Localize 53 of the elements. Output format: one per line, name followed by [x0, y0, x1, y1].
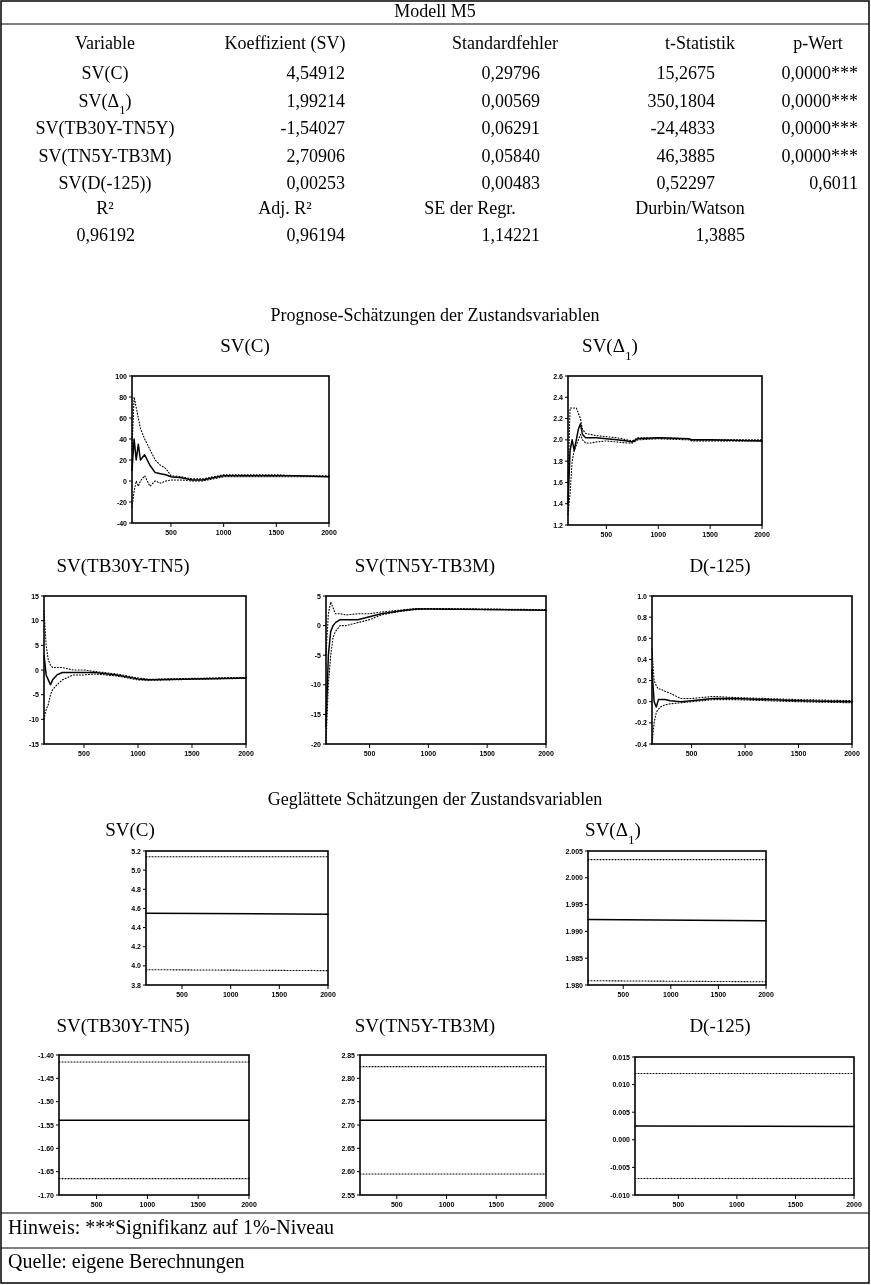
text: 1,3885: [695, 225, 745, 245]
text: Hinweis: ***Signifikanz auf 1%-Niveau: [8, 1216, 335, 1239]
chart-title: SV(TN5Y-TB3M): [354, 555, 496, 577]
category-label: R²: [96, 198, 114, 218]
text: SV(TN5Y-TB3M): [38, 145, 172, 167]
text: 0,96192: [76, 225, 135, 245]
text: 1,99214: [286, 90, 345, 111]
chart-title: D(-125): [689, 555, 751, 577]
text: SV(D(-125)): [58, 173, 152, 194]
text: 350,1804: [647, 90, 715, 111]
text: 0,00569: [481, 90, 540, 111]
text: 0,6011: [809, 173, 858, 193]
text: 4,54912: [286, 63, 345, 83]
category-label: Durbin/Watson: [635, 198, 745, 218]
chart-title: SV(Δ$_{1}$): [582, 335, 638, 363]
text: 0,29796: [481, 63, 540, 83]
text: SV(TB30Y-TN5Y): [35, 118, 175, 139]
text: -24,4833: [650, 118, 715, 138]
text: -1,54027: [280, 118, 345, 138]
text: 0,05840: [481, 145, 540, 166]
text: 0,0000***: [781, 63, 858, 83]
text: 15,2675: [656, 63, 715, 83]
text: 0,0000***: [781, 90, 858, 111]
text: Prognose-Schätzungen der Zustandsvariablen: [270, 305, 600, 325]
category-label: Standardfehler: [452, 33, 558, 53]
text: SV(Δ$_{1}$): [78, 90, 132, 117]
text: 0,00483: [481, 173, 540, 193]
category-label: Adj. R²: [258, 198, 312, 218]
text: 0,52297: [656, 173, 715, 193]
category-label: Variable: [75, 33, 135, 53]
text: 0,96194: [286, 225, 345, 245]
chart-title: SV(C): [220, 335, 270, 357]
text: 0,0000***: [781, 118, 858, 138]
source-note: Quelle: eigene Berechnungen: [8, 1250, 245, 1273]
chart-title: SV(TB30Y-TN5): [56, 555, 190, 577]
chart-title: SV(Δ$_{1}$): [585, 819, 641, 847]
text: SV(C): [81, 63, 129, 84]
text: 46,3885: [656, 145, 715, 166]
chart-title: SV(TB30Y-TN5): [56, 1015, 190, 1037]
category-label: p-Wert: [793, 33, 843, 53]
chart-title: SV(TN5Y-TB3M): [354, 1015, 496, 1037]
text: 0,06291: [481, 118, 540, 138]
text: 2,70906: [286, 145, 345, 166]
text: 1,14221: [481, 225, 540, 245]
chart-title: SV(C): [105, 819, 155, 841]
text: 0,0000***: [781, 145, 858, 166]
category-label: Koeffizient (SV): [224, 33, 346, 54]
text: Modell M5: [394, 1, 476, 21]
category-label: SE der Regr.: [424, 198, 516, 218]
category-label: t-Statistik: [664, 33, 736, 53]
text: 0,00253: [286, 173, 345, 193]
chart-title: D(-125): [689, 1015, 751, 1037]
text: Geglättete Schätzungen der Zustandsvariablen: [267, 789, 603, 809]
